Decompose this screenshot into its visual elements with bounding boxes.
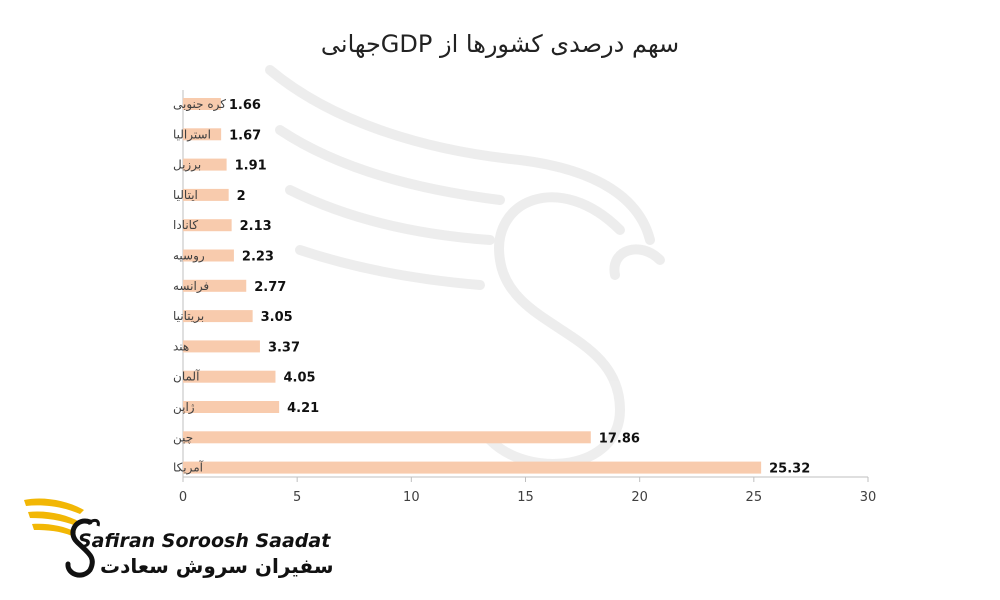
bar (183, 249, 234, 262)
category-label: کانادا (173, 218, 198, 232)
category-label: ژاپن (173, 400, 195, 415)
bars (183, 98, 762, 474)
value-label: 1.67 (229, 128, 261, 143)
category-label: فرانسه (173, 279, 209, 294)
value-label: 2 (237, 189, 246, 204)
winged-s-logo-icon (24, 498, 100, 578)
bar (183, 310, 253, 323)
value-label: 17.86 (599, 431, 640, 446)
bar (183, 370, 276, 383)
chart-title: سهم درصدی کشورها از GDPجهانی (320, 30, 680, 58)
bar (183, 98, 221, 110)
value-label: 3.05 (261, 310, 293, 325)
value-label: 3.37 (268, 340, 300, 355)
x-tick-label: 25 (746, 490, 763, 505)
category-label: ایتالیا (173, 188, 198, 202)
bar (183, 128, 222, 141)
category-label: چین (173, 430, 193, 445)
value-label: 2.13 (240, 219, 272, 234)
bar (183, 279, 247, 292)
bar (183, 401, 280, 413)
value-label: 2.77 (254, 280, 286, 295)
x-tick-label: 20 (631, 490, 648, 505)
category-label: آلمان (173, 369, 200, 384)
x-tick-label: 30 (860, 490, 877, 505)
category-label: روسیه (173, 249, 205, 264)
value-label: 4.21 (287, 401, 319, 416)
x-tick-label: 5 (293, 490, 301, 505)
x-tick-label: 0 (179, 490, 187, 505)
value-label: 2.23 (242, 250, 274, 265)
bar (183, 219, 232, 232)
value-label: 4.05 (283, 371, 315, 386)
bar (183, 431, 591, 444)
bar (183, 340, 260, 353)
value-label: 1.66 (229, 98, 261, 113)
category-label: آمریکا (173, 460, 204, 476)
bar (183, 188, 229, 201)
x-tick-label: 15 (517, 490, 534, 505)
category-label: هند (173, 339, 189, 353)
value-labels: 1.66 1.67 1.91 2 2.13 2.23 2.77 3.05 3.37 4.05 4.2… (229, 98, 810, 477)
value-label: 25.32 (769, 462, 810, 477)
category-label: بریتانیا (173, 309, 204, 324)
value-label: 1.91 (235, 159, 267, 174)
brand-name-en: Safiran Soroosh Saadat (78, 530, 331, 552)
category-labels: کره جنوبی استرالیا برزیل ایتالیا کانادا روسیه… (173, 97, 226, 476)
category-label: استرالیا (173, 127, 211, 142)
bar (183, 158, 227, 171)
category-label: برزیل (173, 158, 201, 173)
category-label: کره جنوبی (173, 97, 226, 112)
x-tick-label: 10 (403, 490, 420, 505)
brand-name-fa: سفیران سروش سعادت (100, 554, 334, 578)
bar (183, 461, 762, 474)
